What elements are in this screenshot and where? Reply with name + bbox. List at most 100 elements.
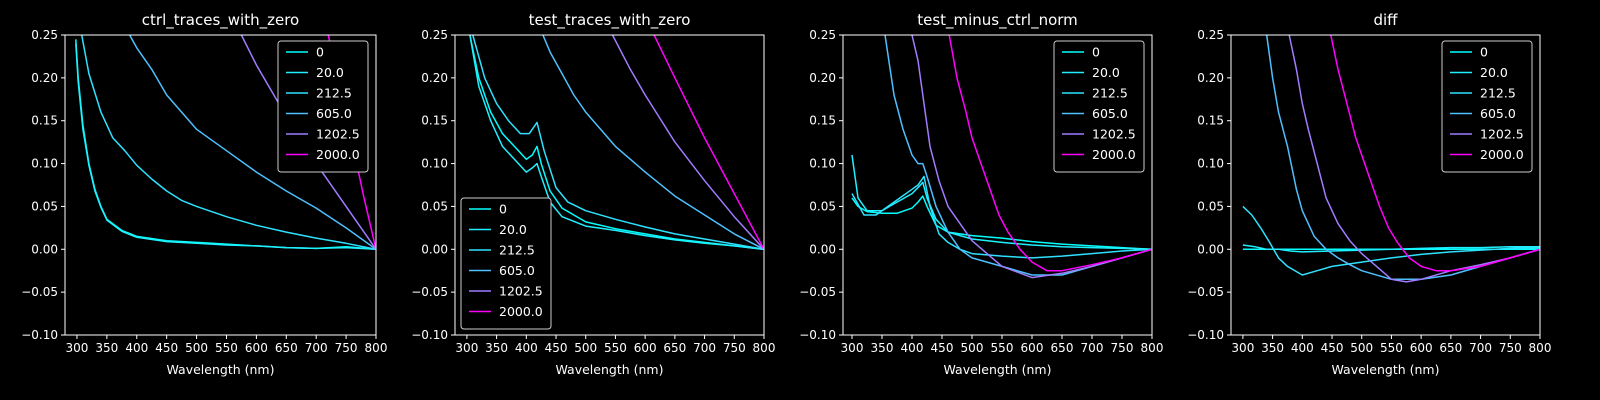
x-tick-label: 350 <box>871 341 894 355</box>
legend: 0 20.0 212.5 605.0 1202.5 2000.0 <box>1441 40 1533 173</box>
x-tick-label: 450 <box>1321 341 1344 355</box>
series-line-212.5 <box>80 35 376 251</box>
plot-frame <box>64 34 377 336</box>
plot-area <box>851 35 1152 279</box>
x-tick-label: 450 <box>545 341 568 355</box>
x-tick-label: 550 <box>604 341 627 355</box>
x-tick-label: 550 <box>991 341 1014 355</box>
legend-frame <box>1053 40 1145 173</box>
y-tick-label: 0.05 <box>421 199 448 213</box>
y-tick-label: 0.00 <box>1197 242 1224 256</box>
x-tick-label: 400 <box>125 341 148 355</box>
x-tick-label: 800 <box>1529 341 1552 355</box>
chart-title: test_minus_ctrl_norm <box>917 11 1078 30</box>
legend-label: 212.5 <box>316 86 352 101</box>
y-tick-label: −0.10 <box>21 328 58 342</box>
legend-label: 20.0 <box>1480 65 1508 80</box>
x-tick-label: 600 <box>634 341 657 355</box>
series-line-212.5 <box>1242 205 1540 276</box>
x-tick-label: 700 <box>693 341 716 355</box>
series-line-605.0 <box>542 35 764 250</box>
x-tick-label: 300 <box>66 341 89 355</box>
y-tick-label: −0.05 <box>799 285 836 299</box>
legend-label: 605.0 <box>316 106 352 121</box>
series-line-2000.0 <box>653 35 764 250</box>
series-line-20.0 <box>469 35 764 251</box>
y-tick-label: −0.10 <box>411 328 448 342</box>
x-tick-label: 750 <box>335 341 358 355</box>
y-tick-label: −0.05 <box>1187 285 1224 299</box>
x-tick-label: 550 <box>215 341 238 355</box>
x-tick-label: 700 <box>1081 341 1104 355</box>
y-tick-label: 0.05 <box>1197 199 1224 213</box>
y-tick-label: 0.05 <box>31 199 58 213</box>
plot-frame <box>454 34 765 336</box>
x-tick-label: 800 <box>1141 341 1164 355</box>
x-tick-label: 500 <box>574 341 597 355</box>
chart-title: ctrl_traces_with_zero <box>142 11 299 30</box>
chart-panel-2: 300 350 400 450 500 550 600 650 700 750 800 −0.10 −0… <box>411 11 775 377</box>
y-tick-label: 0.25 <box>809 28 836 42</box>
legend: 0 20.0 212.5 605.0 1202.5 2000.0 <box>277 40 369 173</box>
chart-panel-4: 300 350 400 450 500 550 600 650 700 750 800 −0.10 −0… <box>1187 11 1551 377</box>
legend-label: 0 <box>1480 45 1488 60</box>
x-tick-label: 400 <box>1291 341 1314 355</box>
x-tick-label: 500 <box>185 341 208 355</box>
x-tick-label: 800 <box>365 341 388 355</box>
y-tick-label: 0.20 <box>421 71 448 85</box>
y-tick-label: 0.10 <box>1197 157 1224 171</box>
series-line-2000.0 <box>948 35 1152 272</box>
x-axis-label: Wavelength (nm) <box>944 362 1052 377</box>
x-tick-label: 650 <box>663 341 686 355</box>
legend-label: 605.0 <box>1092 106 1128 121</box>
legend-label: 1202.5 <box>1092 127 1136 142</box>
x-tick-label: 650 <box>275 341 298 355</box>
x-tick-label: 650 <box>1439 341 1462 355</box>
legend-label: 212.5 <box>1480 86 1516 101</box>
x-tick-label: 800 <box>753 341 776 355</box>
series-line-1202.5 <box>611 35 764 250</box>
y-tick-label: 0.00 <box>31 242 58 256</box>
series-line-605.0 <box>884 35 1152 276</box>
series-line-20.0 <box>75 43 376 251</box>
legend: 0 20.0 212.5 605.0 1202.5 2000.0 <box>460 197 552 330</box>
series-line-605.0 <box>128 35 376 250</box>
y-tick-label: 0.15 <box>1197 114 1224 128</box>
plot-frame <box>842 34 1153 336</box>
legend-label: 20.0 <box>316 65 344 80</box>
series-line-1202.5 <box>911 35 1152 279</box>
y-tick-label: 0.25 <box>1197 28 1224 42</box>
y-tick-label: −0.05 <box>411 285 448 299</box>
x-tick-label: 500 <box>1350 341 1373 355</box>
y-tick-label: 0.20 <box>809 71 836 85</box>
series-line-605.0 <box>1265 35 1540 281</box>
x-tick-label: 650 <box>1051 341 1074 355</box>
x-tick-label: 700 <box>1469 341 1492 355</box>
y-tick-label: 0.10 <box>31 157 58 171</box>
x-tick-label: 750 <box>1111 341 1134 355</box>
series-line-212.5 <box>472 35 764 251</box>
y-tick-label: −0.05 <box>21 285 58 299</box>
chart-title: diff <box>1373 11 1398 29</box>
x-axis-label: Wavelength (nm) <box>556 362 664 377</box>
chart-panel-1: 300 350 400 450 500 550 600 650 700 750 800 −0.10 −0… <box>21 11 387 377</box>
legend-label: 20.0 <box>1092 65 1120 80</box>
legend: 0 20.0 212.5 605.0 1202.5 2000.0 <box>1053 40 1145 173</box>
y-tick-label: −0.10 <box>799 328 836 342</box>
x-tick-label: 450 <box>155 341 178 355</box>
series-line-0 <box>469 35 764 251</box>
plot-area <box>469 35 764 251</box>
y-tick-label: 0.00 <box>421 242 448 256</box>
x-tick-label: 600 <box>1021 341 1044 355</box>
legend-label: 2000.0 <box>499 304 543 319</box>
x-tick-label: 350 <box>1261 341 1284 355</box>
series-line-20.0 <box>1242 244 1540 253</box>
x-tick-label: 400 <box>515 341 538 355</box>
x-tick-label: 450 <box>931 341 954 355</box>
y-tick-label: 0.20 <box>31 71 58 85</box>
legend-label: 0 <box>1092 45 1100 60</box>
y-tick-label: 0.00 <box>809 242 836 256</box>
x-tick-label: 750 <box>1499 341 1522 355</box>
legend-label: 1202.5 <box>1480 127 1524 142</box>
